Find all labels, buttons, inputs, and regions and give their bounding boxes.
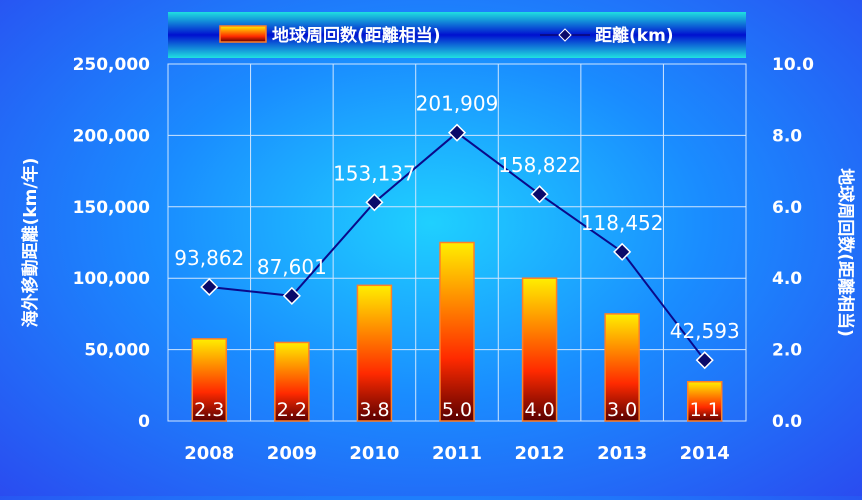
bar (356, 284, 393, 422)
bar (521, 277, 558, 422)
bar (274, 341, 310, 422)
y2-tick-label: 8.0 (772, 126, 802, 146)
x-tick-label: 2013 (597, 443, 647, 464)
x-tick-label: 2014 (680, 443, 730, 464)
line-data-label: 153,137 (333, 161, 416, 185)
line-data-label: 118,452 (581, 211, 664, 235)
y2-tick-label: 0.0 (772, 412, 802, 432)
x-tick-label: 2010 (349, 443, 399, 464)
legend: 地球周回数(距離相当) 距離(km) (168, 12, 746, 58)
y-axis-title: 海外移動距離(km/年) (20, 158, 41, 328)
bar (191, 338, 228, 422)
line-point (200, 277, 219, 297)
legend-bar-swatch (219, 25, 267, 43)
y2-tick-label: 10.0 (772, 55, 814, 75)
legend-line-label: 距離(km) (595, 25, 674, 46)
bar-data-label: 2.2 (277, 399, 307, 421)
line-data-label: 93,862 (174, 246, 244, 270)
y-tick-label: 100,000 (73, 269, 151, 289)
x-tick-label: 2008 (184, 443, 234, 464)
line-series: 93,862 87,601 153,137 201,909 158,822 118,452… (174, 92, 740, 370)
bar-data-label: 1.1 (690, 399, 720, 421)
y-tick-label: 200,000 (73, 126, 151, 146)
line-point (530, 185, 549, 204)
bar-data-label: 3.8 (359, 399, 389, 421)
line-data-label: 87,601 (257, 255, 327, 279)
line-data-label: 201,909 (416, 92, 499, 116)
axes: 0 50,000 100,000 150,000 200,000 250,000 0.0 2.… (20, 55, 856, 464)
bar (439, 241, 475, 422)
bar-data-label: 3.0 (607, 399, 637, 421)
line-data-label: 42,593 (670, 319, 740, 343)
y2-axis-title: 地球周回数(距離相当) (835, 168, 856, 337)
line-data-label: 158,822 (498, 153, 581, 177)
bar-data-label: 2.3 (194, 399, 224, 421)
y2-tick-label: 4.0 (772, 269, 802, 289)
line-point (613, 242, 632, 261)
y-tick-label: 50,000 (84, 341, 150, 361)
bar-series: 2.3 2.2 3.8 5.0 4.0 3.0 1.1 (191, 241, 723, 422)
x-tick-label: 2011 (432, 443, 482, 464)
x-tick-label: 2012 (515, 443, 565, 464)
y2-tick-label: 2.0 (772, 341, 802, 361)
bar (686, 380, 723, 422)
y2-tick-label: 6.0 (772, 198, 802, 218)
bar-data-label: 5.0 (442, 399, 472, 421)
legend-line-marker (558, 28, 572, 42)
line-point (365, 193, 384, 212)
line-point (447, 123, 467, 142)
y-tick-label: 0 (138, 412, 150, 432)
legend-bar-label: 地球周回数(距離相当) (272, 25, 441, 46)
x-tick-label: 2009 (267, 443, 317, 464)
bar-data-label: 4.0 (524, 399, 554, 421)
line-point (282, 286, 301, 305)
line-point (695, 351, 714, 370)
y-tick-label: 250,000 (73, 55, 151, 75)
bar (604, 313, 640, 422)
y-tick-label: 150,000 (73, 198, 151, 218)
